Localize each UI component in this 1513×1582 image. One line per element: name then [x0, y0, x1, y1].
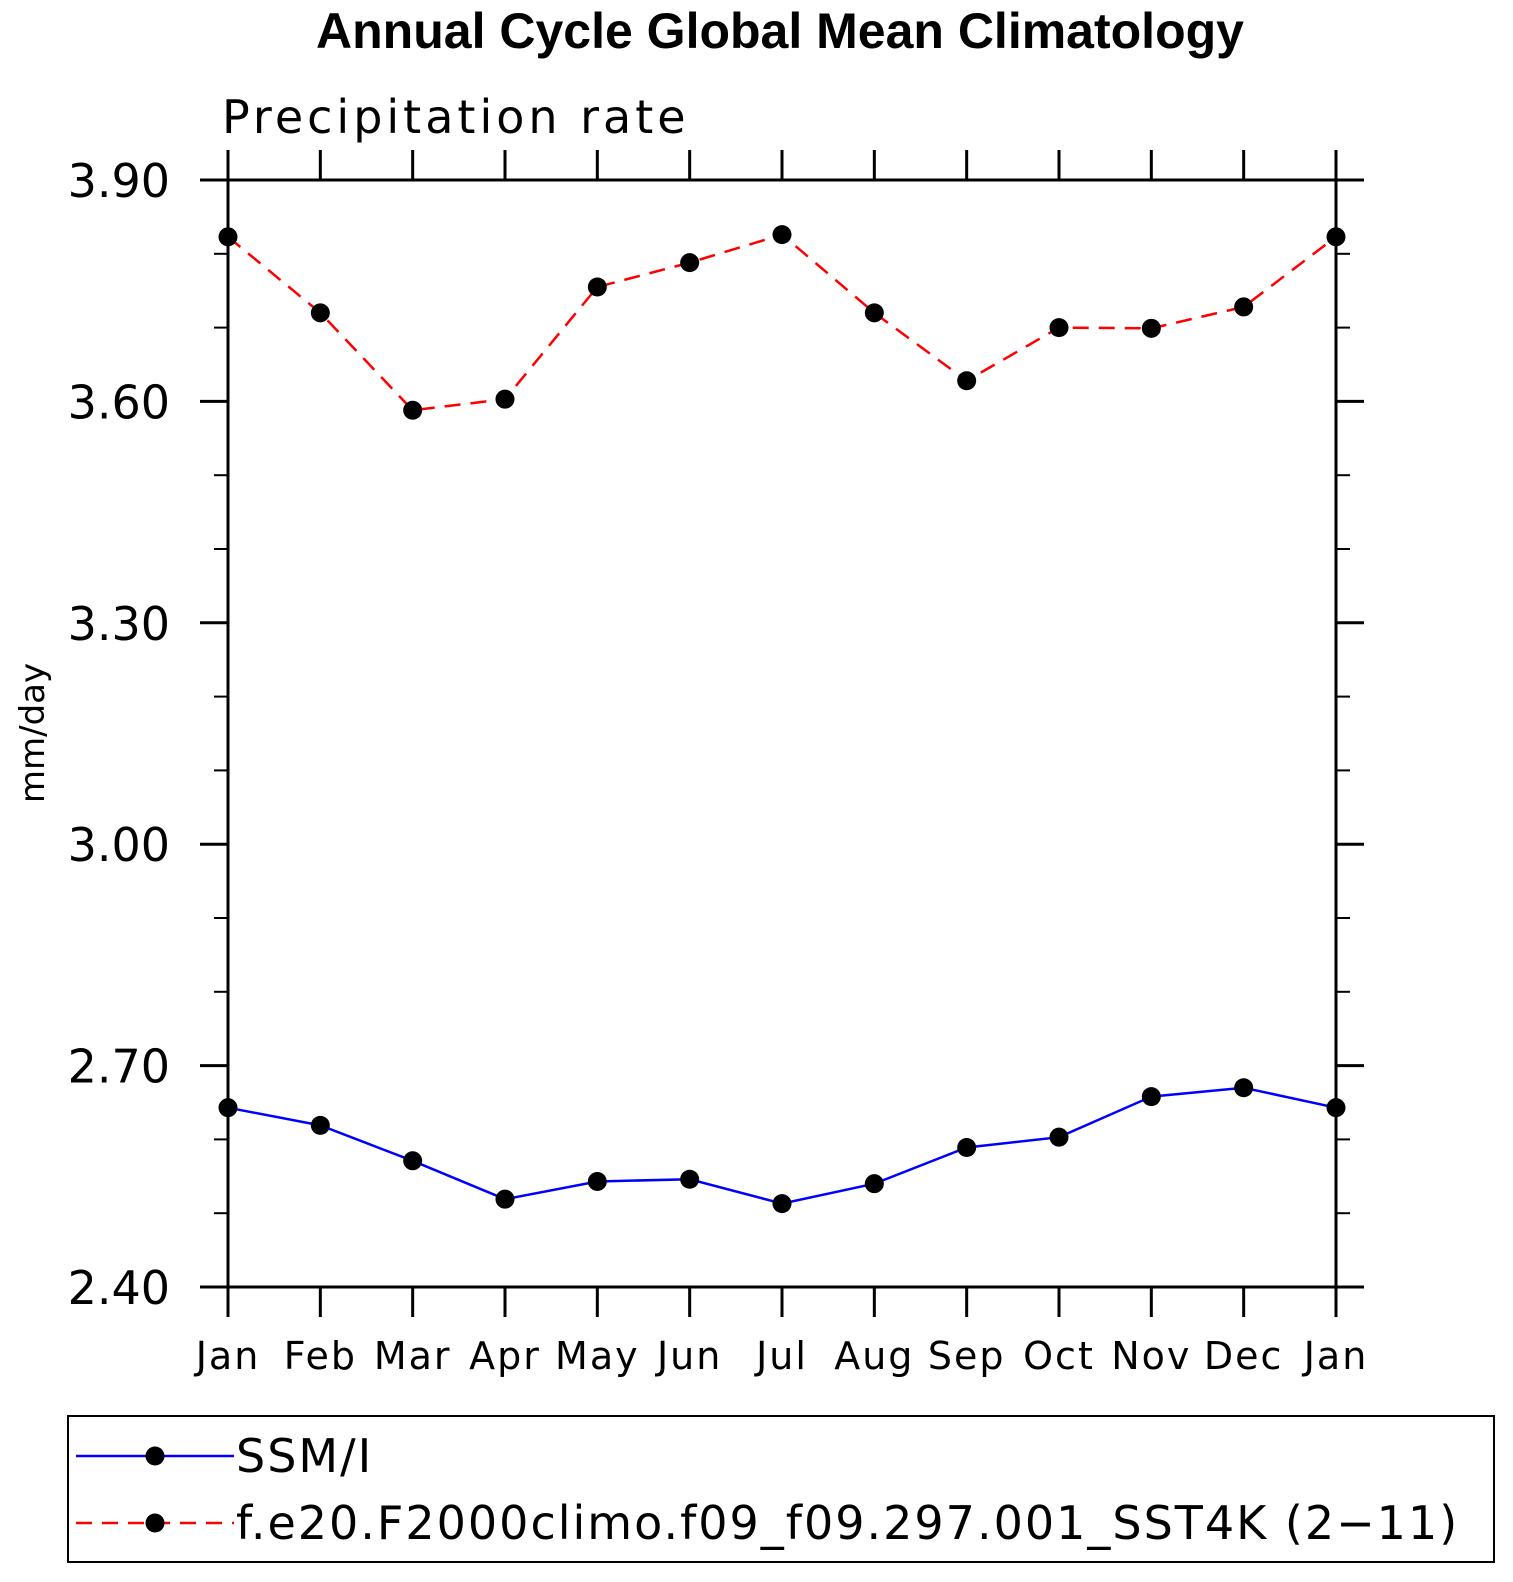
data-point: [864, 303, 884, 323]
chart-subtitle: Precipitation rate: [222, 90, 690, 144]
data-point: [957, 371, 977, 391]
x-tick-label: Dec: [1204, 1334, 1284, 1378]
x-tick-label: Jan: [1302, 1334, 1369, 1378]
y-axis-ticks: [200, 178, 1364, 1289]
x-tick-label: Mar: [374, 1334, 452, 1378]
data-point: [1234, 297, 1254, 317]
data-point: [587, 277, 607, 297]
data-point: [587, 1171, 607, 1191]
data-point: [864, 1174, 884, 1194]
x-tick-label: Apr: [469, 1334, 541, 1378]
legend: SSM/I f.e20.F2000climo.f09_f09.297.001_SS…: [76, 1429, 1459, 1550]
x-tick-label: Nov: [1111, 1334, 1191, 1378]
data-point: [1326, 227, 1346, 247]
y-axis-tick-labels: 2.40 2.70 3.00 3.30 3.60 3.90: [68, 154, 170, 1315]
data-point: [772, 225, 792, 245]
series-sst4k: [218, 225, 1346, 420]
x-tick-label: Jan: [194, 1334, 261, 1378]
y-tick-label: 3.60: [68, 375, 170, 429]
data-point: [1049, 1127, 1069, 1147]
y-tick-label: 3.90: [68, 154, 170, 208]
chart-title: Annual Cycle Global Mean Climatology: [316, 3, 1244, 59]
y-tick-label: 2.70: [68, 1040, 170, 1094]
series-line: [227, 233, 1337, 412]
data-point: [218, 1098, 238, 1118]
data-point: [1326, 1098, 1346, 1118]
data-point: [680, 253, 700, 273]
series-line: [227, 1086, 1337, 1205]
legend-box: [67, 1415, 1495, 1563]
data-point: [218, 227, 238, 247]
data-point: [1049, 318, 1069, 338]
data-point: [957, 1138, 977, 1158]
x-tick-label: Feb: [284, 1334, 357, 1378]
data-point: [495, 1189, 515, 1209]
x-tick-label: Aug: [834, 1334, 914, 1378]
x-tick-label: May: [555, 1334, 640, 1378]
data-point: [310, 303, 330, 323]
series-layer: [218, 225, 1346, 1214]
data-point: [680, 1169, 700, 1189]
x-tick-label: Oct: [1023, 1334, 1095, 1378]
y-tick-label: 2.40: [68, 1261, 170, 1315]
legend-label-1: f.e20.F2000climo.f09_f09.297.001_SST4K (…: [236, 1496, 1459, 1550]
data-point: [310, 1115, 330, 1135]
x-axis-tick-labels: Jan Feb Mar Apr May Jun Jul Aug Sep Oct Nov Dec Jan: [194, 1334, 1369, 1378]
plot-frame: [226, 178, 1338, 1289]
data-point: [495, 389, 515, 409]
y-tick-label: 3.30: [68, 597, 170, 651]
data-point: [1141, 318, 1161, 338]
x-tick-label: Jun: [655, 1334, 722, 1378]
y-axis-label: mm/day: [13, 663, 53, 803]
y-tick-label: 3.00: [68, 818, 170, 872]
series-ssmi: [218, 1078, 1346, 1214]
legend-marker-1: [145, 1513, 165, 1533]
data-point: [403, 400, 423, 420]
data-point: [1141, 1087, 1161, 1107]
legend-label-0: SSM/I: [236, 1429, 373, 1483]
legend-marker-0: [145, 1446, 165, 1466]
x-tick-label: Sep: [928, 1334, 1006, 1378]
x-tick-label: Jul: [754, 1334, 808, 1378]
data-point: [772, 1194, 792, 1214]
data-point: [1234, 1078, 1254, 1098]
data-point: [403, 1151, 423, 1171]
x-axis-ticks: [226, 150, 1338, 1317]
